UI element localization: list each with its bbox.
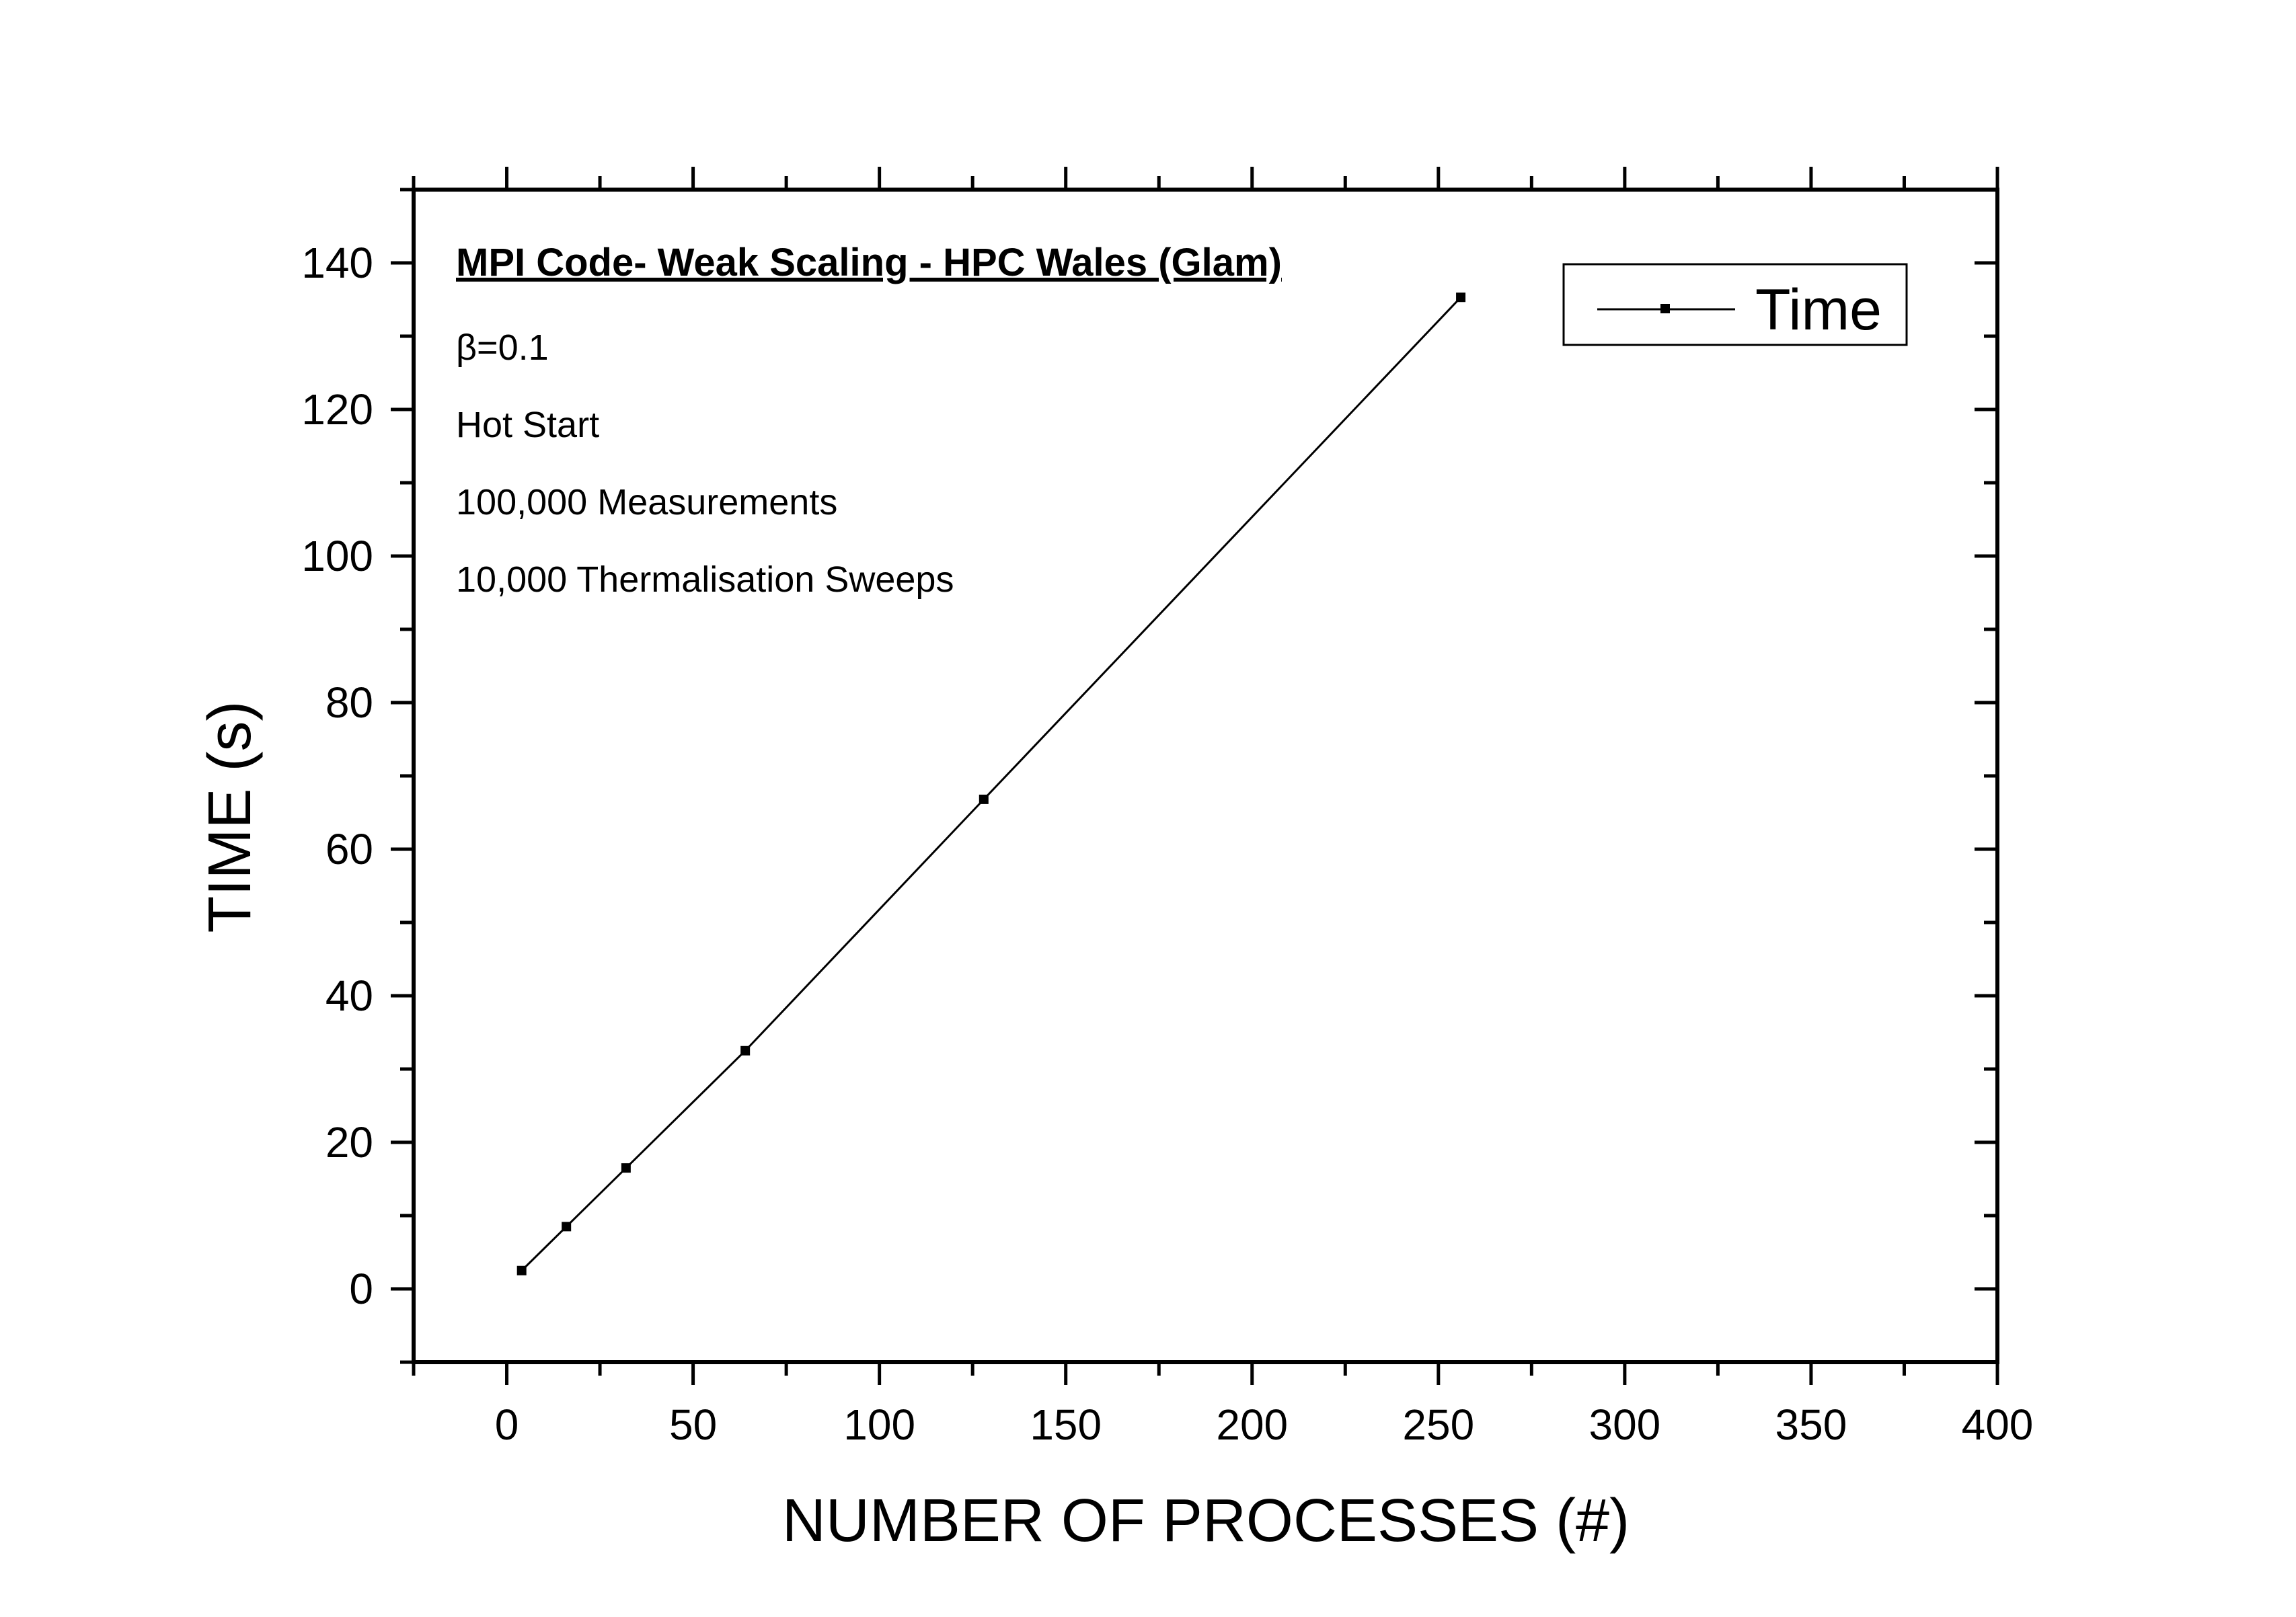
data-point [740, 1046, 751, 1056]
y-tick-label: 40 [326, 972, 373, 1020]
legend-marker [1660, 304, 1670, 313]
y-axis-label: TIME (s) [196, 701, 264, 933]
x-tick-label: 0 [495, 1401, 519, 1449]
ticks-layer: 0 50 100 150 200 250 300 350 400 0 20 40 60 80 100 120 1… [301, 167, 2033, 1449]
data-point [516, 1265, 527, 1275]
annotation-title: MPI Code- Weak Scaling - HPC Wales (Glam… [456, 241, 1282, 284]
y-tick-label: 80 [326, 678, 373, 727]
y-tick-label: 100 [301, 532, 373, 580]
x-tick-label: 350 [1775, 1401, 1847, 1449]
x-axis-label: NUMBER OF PROCESSES (#) [782, 1487, 1630, 1554]
x-tick-label: 50 [669, 1401, 717, 1449]
x-tick-label: 150 [1030, 1401, 1102, 1449]
annotation-line: Hot Start [456, 405, 599, 445]
x-tick-label: 400 [1962, 1401, 2034, 1449]
data-point [621, 1163, 631, 1173]
y-tick-label: 140 [301, 239, 373, 287]
annotation-line: β=0.1 [456, 327, 549, 368]
annotation-line: 100,000 Measurements [456, 482, 837, 522]
y-tick-label: 60 [326, 825, 373, 873]
y-tick-label: 120 [301, 385, 373, 434]
data-point [1456, 292, 1466, 303]
data-point [979, 794, 989, 804]
legend-box [1562, 263, 1908, 346]
data-point [562, 1222, 572, 1232]
series-line [521, 297, 1462, 1271]
legend-label: Time [1755, 278, 1882, 342]
x-tick-label: 300 [1589, 1401, 1660, 1449]
y-tick-label: 0 [349, 1265, 373, 1313]
x-tick-label: 100 [843, 1401, 915, 1449]
annotation-line: 10,000 Thermalisation Sweeps [456, 559, 954, 600]
x-tick-label: 250 [1402, 1401, 1474, 1449]
plot-frame [412, 188, 1999, 1364]
x-tick-label: 200 [1216, 1401, 1288, 1449]
legend: Time [1562, 263, 1908, 346]
series-layer [516, 292, 1466, 1275]
y-tick-label: 20 [326, 1118, 373, 1167]
